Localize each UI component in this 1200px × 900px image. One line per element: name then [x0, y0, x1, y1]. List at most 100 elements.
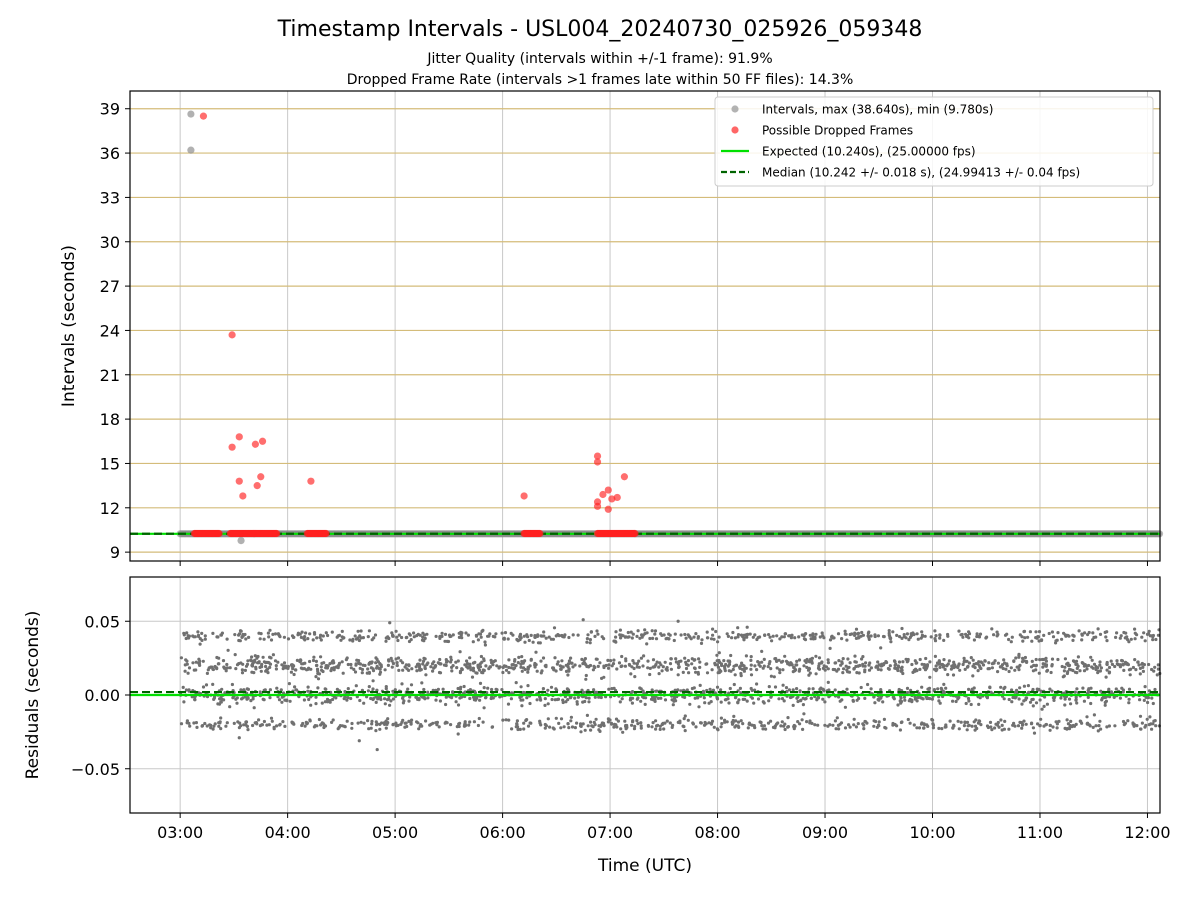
- residual-point: [786, 725, 791, 729]
- residual-point: [1133, 631, 1137, 635]
- residual-point: [371, 679, 375, 683]
- residual-point: [630, 701, 635, 705]
- residual-point: [533, 635, 537, 639]
- residual-point: [522, 690, 526, 695]
- residual-point: [1073, 690, 1077, 694]
- residual-point: [824, 665, 829, 669]
- residual-point: [405, 635, 409, 640]
- residual-point: [554, 716, 558, 720]
- intervals-x-ticks: [179, 561, 1148, 566]
- residual-point: [200, 724, 204, 728]
- residual-point: [564, 669, 569, 674]
- residual-point: [371, 697, 375, 702]
- residual-point: [460, 631, 464, 635]
- residual-point: [795, 659, 799, 664]
- residual-point: [400, 635, 404, 640]
- residual-point: [996, 720, 1000, 725]
- residual-point: [1050, 630, 1054, 634]
- residual-point: [600, 676, 604, 681]
- residual-point: [738, 666, 742, 671]
- residual-point: [401, 701, 405, 705]
- residual-point: [727, 701, 731, 705]
- residual-point: [745, 625, 749, 629]
- residual-point: [287, 682, 291, 686]
- residual-point: [600, 635, 604, 639]
- residual-point: [639, 699, 643, 703]
- dropped-frame-point: [253, 482, 261, 490]
- residual-point: [522, 634, 526, 638]
- residual-point: [784, 659, 789, 663]
- residual-point: [187, 636, 191, 640]
- residual-point: [778, 637, 782, 641]
- dropped-frame-point: [536, 529, 544, 538]
- residual-point: [1094, 665, 1098, 669]
- residual-point: [898, 699, 902, 703]
- residual-point: [1054, 639, 1058, 643]
- residual-point: [826, 667, 830, 671]
- residual-point: [801, 703, 806, 707]
- residual-point: [683, 729, 687, 733]
- residual-point: [522, 727, 526, 731]
- residual-point: [1127, 697, 1131, 701]
- residual-point: [924, 656, 928, 661]
- residual-point: [844, 632, 848, 636]
- residual-point: [237, 736, 241, 740]
- residual-point: [330, 630, 334, 634]
- residual-point: [1119, 634, 1123, 638]
- residual-point: [1073, 660, 1077, 664]
- residual-point: [999, 685, 1003, 689]
- residual-point: [663, 698, 668, 702]
- residual-point: [681, 670, 685, 675]
- residual-point: [642, 654, 646, 658]
- residual-point: [205, 671, 209, 676]
- residual-point: [567, 635, 571, 640]
- residual-point: [225, 721, 229, 725]
- residual-point: [362, 701, 366, 705]
- residual-point: [670, 725, 674, 730]
- residual-point: [965, 728, 969, 732]
- chart-title: Timestamp Intervals - USL004_20240730_02…: [277, 17, 923, 42]
- residual-point: [457, 631, 461, 635]
- residual-point: [986, 725, 991, 730]
- residual-point: [424, 673, 428, 677]
- residual-point: [632, 661, 636, 665]
- residual-point: [566, 698, 570, 702]
- residual-point: [375, 722, 379, 726]
- residual-point: [490, 725, 495, 729]
- residual-point: [286, 664, 290, 669]
- residual-point: [855, 671, 859, 675]
- residual-point: [283, 698, 287, 702]
- residual-point: [319, 655, 323, 659]
- residual-point: [636, 722, 640, 726]
- residual-point: [651, 658, 656, 662]
- residual-point: [418, 667, 422, 671]
- residual-point: [607, 663, 611, 667]
- residual-point: [262, 660, 266, 664]
- residual-point: [761, 666, 765, 670]
- residual-point: [817, 656, 822, 660]
- residual-point: [266, 671, 270, 675]
- residuals-x-tick-label: 05:00: [372, 823, 418, 842]
- residual-point: [421, 659, 426, 663]
- residual-point: [264, 669, 268, 673]
- residual-point: [257, 661, 261, 665]
- residual-point: [874, 719, 878, 724]
- residual-point: [683, 695, 687, 700]
- residual-point: [702, 696, 706, 700]
- residual-point: [1146, 700, 1150, 705]
- residual-point: [889, 640, 893, 644]
- residual-point: [783, 722, 787, 726]
- residual-point: [826, 680, 830, 685]
- residual-point: [745, 699, 749, 703]
- residual-point: [539, 671, 543, 675]
- residual-point: [933, 629, 937, 633]
- residual-point: [420, 681, 424, 685]
- residual-point: [269, 716, 274, 720]
- residuals-x-tick-label: 08:00: [694, 823, 740, 842]
- residual-point: [422, 687, 426, 692]
- residual-point: [655, 660, 659, 664]
- residual-point: [1012, 721, 1016, 725]
- residual-point: [1114, 635, 1118, 640]
- residual-point: [688, 702, 692, 706]
- residual-point: [1045, 668, 1050, 673]
